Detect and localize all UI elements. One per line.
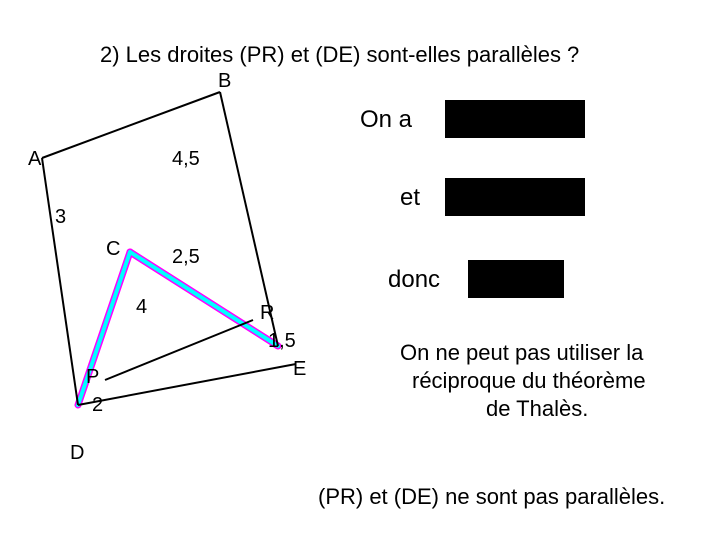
pt-label-C: C [106, 238, 120, 261]
redaction-bar-3 [468, 260, 564, 298]
len-RE: 1,5 [268, 330, 296, 353]
text-donc: donc [388, 266, 440, 294]
redaction-bar-2 [445, 178, 585, 216]
pt-label-B: B [218, 70, 231, 93]
len-PD: 2 [92, 394, 103, 417]
conclusion-line-2: réciproque du théorème [412, 368, 646, 394]
text-et: et [400, 184, 420, 212]
pt-label-P: P [86, 366, 99, 389]
len-CR: 2,5 [172, 246, 200, 269]
pt-label-A: A [28, 148, 41, 171]
pt-label-R: R [260, 302, 274, 325]
slide-canvas: 2) Les droites (PR) et (DE) sont-elles p… [0, 0, 720, 540]
final-answer: (PR) et (DE) ne sont pas parallèles. [318, 484, 665, 510]
pt-label-D: D [70, 442, 84, 465]
text-on-a: On a [360, 106, 412, 134]
pt-label-E: E [293, 358, 306, 381]
conclusion-line-3: de Thalès. [486, 396, 588, 422]
geometry-figure [0, 0, 720, 540]
len-AB: 4,5 [172, 148, 200, 171]
len-CP: 4 [136, 296, 147, 319]
redaction-bar-1 [445, 100, 585, 138]
conclusion-line-1: On ne peut pas utiliser la [400, 340, 643, 366]
len-AC: 3 [55, 206, 66, 229]
